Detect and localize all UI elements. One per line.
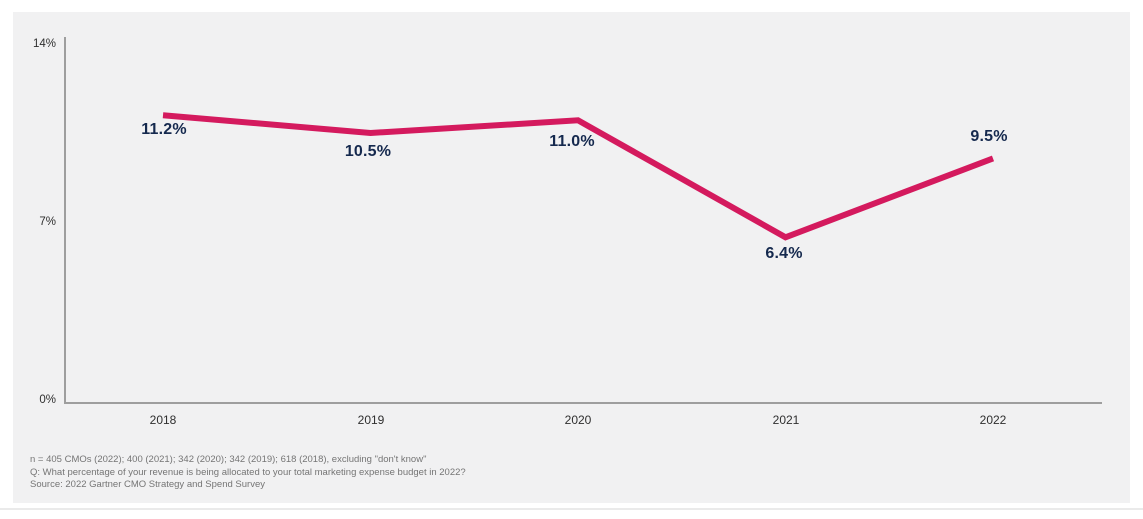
x-tick-label-2021: 2021 <box>772 413 800 427</box>
bottom-divider <box>0 508 1143 510</box>
x-tick-label-2019: 2019 <box>357 413 385 427</box>
value-label-2020: 11.0% <box>549 133 595 150</box>
y-tick-label-0pct: 0% <box>39 394 56 406</box>
x-tick-label-2022: 2022 <box>979 413 1007 427</box>
footnote-question: Q: What percentage of your revenue is be… <box>30 466 466 478</box>
footnote-source: Source: 2022 Gartner CMO Strategy and Sp… <box>30 479 265 490</box>
x-tick-label-2018: 2018 <box>149 413 177 427</box>
value-label-2021: 6.4% <box>765 245 803 262</box>
value-label-2019: 10.5% <box>344 143 392 160</box>
value-label-2022: 9.5% <box>970 128 1008 145</box>
chart-panel <box>13 12 1130 503</box>
value-label-2018: 11.2% <box>141 121 187 138</box>
y-axis-line <box>64 37 66 403</box>
y-tick-label-14pct: 14% <box>32 38 56 50</box>
footnotes: n = 405 CMOs (2022); 400 (2021); 342 (20… <box>30 454 466 492</box>
y-tick-label-7pct: 7% <box>39 216 56 228</box>
x-tick-label-2020: 2020 <box>564 413 592 427</box>
x-axis-line <box>64 402 1102 404</box>
footnote-sample-size: n = 405 CMOs (2022); 400 (2021); 342 (20… <box>30 454 427 465</box>
